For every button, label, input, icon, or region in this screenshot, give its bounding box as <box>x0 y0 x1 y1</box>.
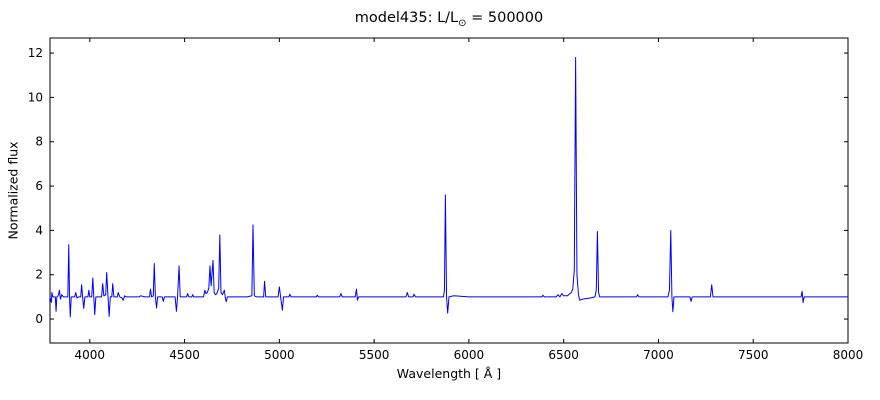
y-tick-label: 12 <box>28 46 43 60</box>
x-tick-label: 4500 <box>169 348 200 362</box>
axes-frame <box>49 37 849 344</box>
x-tick-label: 5000 <box>264 348 295 362</box>
x-tick-label: 5500 <box>359 348 390 362</box>
plot-title-prefix: model435: L/L <box>354 10 459 26</box>
x-tick-label: 8000 <box>833 348 864 362</box>
y-tick-label: 2 <box>35 268 43 282</box>
y-tick-label: 4 <box>35 223 43 237</box>
x-tick-label: 6000 <box>454 348 485 362</box>
y-tick-label: 10 <box>28 90 43 104</box>
spectrum-line <box>49 57 848 318</box>
x-tick-label: 7500 <box>738 348 769 362</box>
y-tick-label: 0 <box>35 312 43 326</box>
y-tick-label: 8 <box>35 135 43 149</box>
y-tick-label: 6 <box>35 179 43 193</box>
x-tick-label: 7000 <box>643 348 674 362</box>
sun-symbol: ⊙ <box>458 18 467 29</box>
y-axis-label: Normalized flux <box>5 141 21 240</box>
plot-title: model435: L/L⊙ = 500000 <box>50 10 848 29</box>
x-tick-label: 6500 <box>548 348 579 362</box>
x-tick-label: 4000 <box>75 348 106 362</box>
plot-title-suffix: = 500000 <box>466 10 544 26</box>
x-axis-label: Wavelength [ Å ] <box>396 366 502 381</box>
